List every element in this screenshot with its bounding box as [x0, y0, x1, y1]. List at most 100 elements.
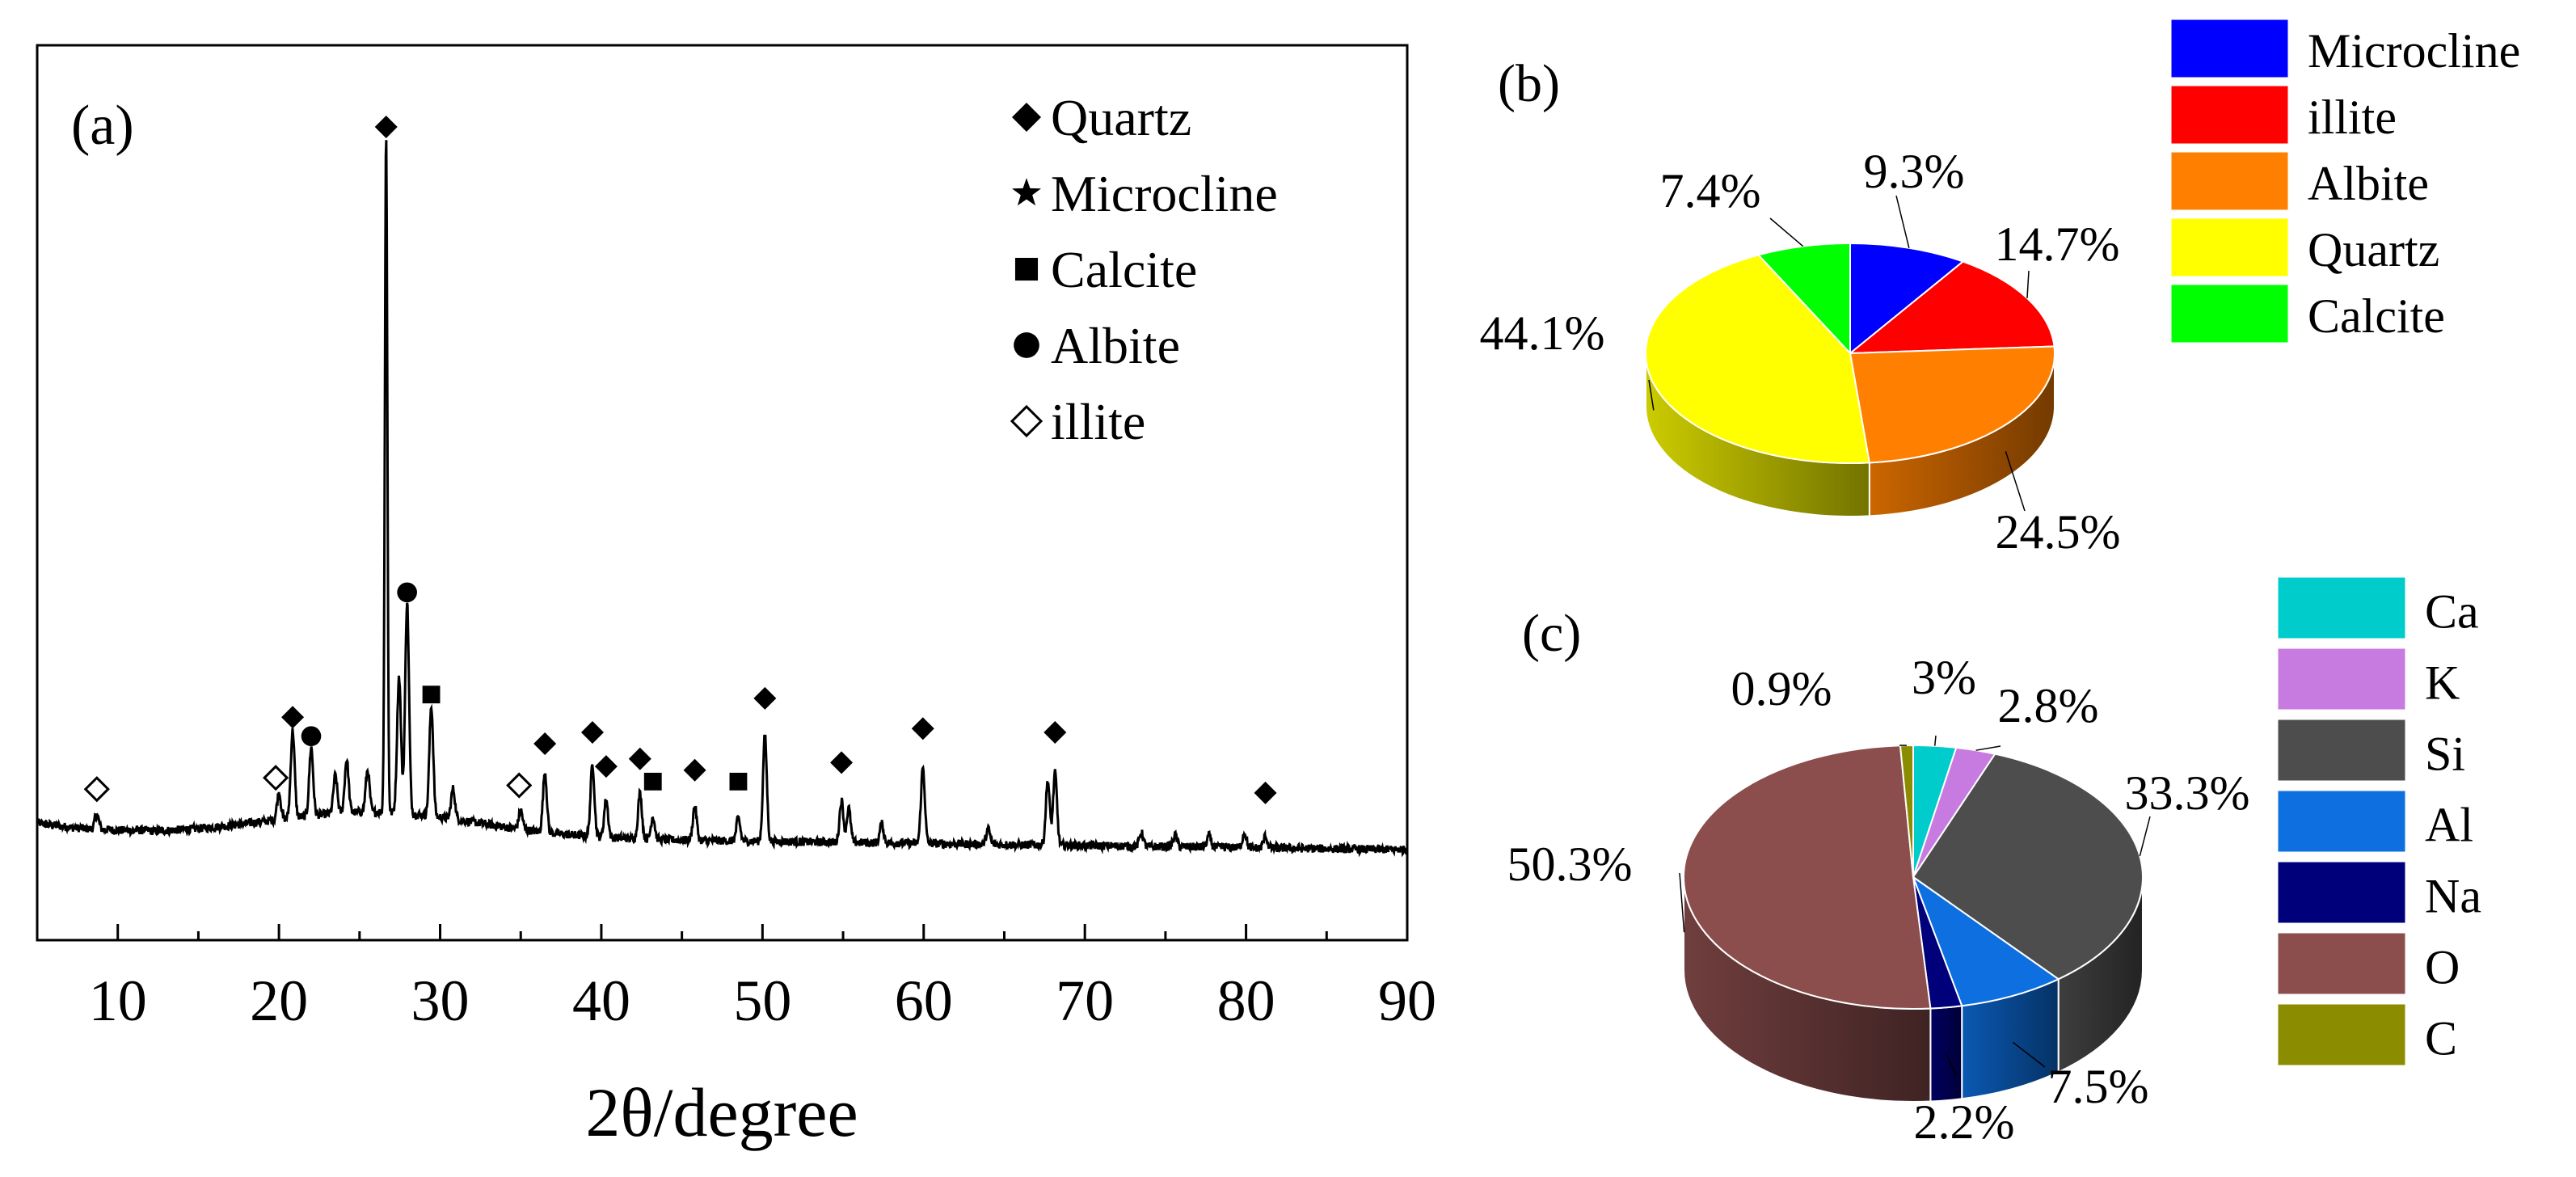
- leader-line: [2139, 816, 2151, 857]
- marker-quartz: [911, 717, 934, 740]
- legend-marker-microcline: [1012, 178, 1041, 206]
- marker-quartz: [533, 732, 557, 756]
- marker-quartz: [628, 747, 651, 770]
- legend-label: Quartz: [2308, 223, 2439, 276]
- pie-label-quartz: 44.1%: [1480, 306, 1605, 360]
- pie-label-illite: 14.7%: [1995, 217, 2120, 271]
- pie-slice-quartz: [1645, 254, 1870, 464]
- pie-label-ca: 3%: [1912, 651, 1976, 704]
- legend-label: Calcite: [2308, 289, 2445, 343]
- legend-swatch-al: [2277, 790, 2406, 853]
- x-axis-ticks: 10 20 30 40 50 60 70 80 90: [36, 924, 1436, 1033]
- legend-label: Ca: [2425, 584, 2479, 638]
- pie-slice-calcite: [1756, 242, 1851, 356]
- legend-marker-calcite: [1014, 257, 1039, 281]
- xrd-panel: (a) 10 20 30 40 50 60 70 80 90 2θ/degree Quartz M…: [36, 44, 1436, 1151]
- legend-a: Quartz Microcline Calcite Albite illite: [1010, 89, 1278, 450]
- marker-calcite: [643, 772, 662, 791]
- pie-labels: 9.3% 14.7% 24.5% 44.1% 7.4%: [1480, 145, 2121, 559]
- legend-swatch-illite: [2170, 85, 2289, 145]
- legend-swatch-na: [2277, 861, 2406, 924]
- x-tick-label: 40: [572, 968, 630, 1033]
- x-tick-label: 70: [1056, 968, 1114, 1033]
- x-tick-label: 20: [250, 968, 308, 1033]
- x-tick-label: 50: [733, 968, 791, 1033]
- x-axis-label: 2θ/degree: [585, 1074, 858, 1151]
- legend-swatch-c: [2277, 1003, 2406, 1066]
- pie-label-calcite: 7.4%: [1660, 164, 1761, 217]
- marker-albite: [301, 726, 322, 746]
- legend-label: O: [2425, 940, 2460, 993]
- legend-c: Ca K Si Al Na OC: [2277, 576, 2481, 1066]
- legend-swatch-si: [2277, 719, 2406, 782]
- leader-line: [2026, 270, 2030, 298]
- marker-quartz: [374, 115, 398, 138]
- x-tick-label: 90: [1378, 968, 1436, 1033]
- marker-calcite: [729, 772, 748, 791]
- pie-slice-o: [1683, 745, 1932, 1010]
- phase-markers: [83, 115, 1277, 804]
- mineral-pie-panel: (b) 9.3% 14.7% 24.5% 44.1% 7.4% Microcline il…: [1480, 19, 2520, 559]
- marker-quartz: [830, 751, 854, 774]
- marker-albite: [397, 582, 417, 603]
- marker-quartz: [683, 758, 706, 782]
- pie-side-na: [1929, 1005, 1963, 1103]
- legend-label: C: [2425, 1011, 2457, 1065]
- leader-line: [1679, 872, 1685, 933]
- marker-quartz: [753, 686, 777, 710]
- pie-label-al: 7.5%: [2048, 1060, 2149, 1113]
- legend-swatch-ca: [2277, 576, 2406, 639]
- marker-quartz: [281, 706, 305, 729]
- marker-quartz: [594, 755, 618, 778]
- legend-marker-illite: [1010, 404, 1043, 438]
- leader-line: [1648, 379, 1655, 411]
- leader-line: [2012, 1041, 2046, 1068]
- legend-swatch-quartz: [2170, 217, 2289, 277]
- pie-labels: 3% 2.8% 33.3% 7.5% 2.2% 50.3% 0.9%: [1507, 651, 2250, 1149]
- pie-label-o: 50.3%: [1507, 837, 1633, 891]
- marker-quartz: [1043, 720, 1067, 744]
- pie-label-albite: 24.5%: [1996, 505, 2121, 559]
- pie-tops: [1683, 744, 2144, 1010]
- pie-label-c: 0.9%: [1731, 662, 1832, 715]
- panel-label-a: (a): [71, 95, 134, 157]
- legend-swatch-k: [2277, 648, 2406, 711]
- legend-swatch-microcline: [2170, 19, 2289, 78]
- pie-tops: [1645, 242, 2055, 464]
- pie-slice-microcline: [1849, 242, 1965, 356]
- leader-line: [1946, 1053, 1957, 1076]
- legend-marker-quartz: [1012, 103, 1041, 132]
- legend-label: Calcite: [1051, 241, 1197, 298]
- leader-line: [1895, 195, 1910, 248]
- legend-label: Si: [2425, 727, 2465, 780]
- pie-slice-si: [1912, 753, 2144, 981]
- legend-marker-albite: [1014, 332, 1039, 358]
- leader-line: [1933, 735, 1937, 746]
- legend-label: Albite: [2308, 157, 2429, 210]
- marker-illite: [506, 772, 533, 799]
- legend-label: K: [2425, 656, 2460, 709]
- leader-line: [1769, 217, 1804, 247]
- pie-label-k: 2.8%: [1998, 679, 2099, 732]
- mineral-pie-chart: 9.3% 14.7% 24.5% 44.1% 7.4%: [1480, 145, 2121, 559]
- marker-illite: [263, 765, 289, 791]
- legend-swatch-albite: [2170, 151, 2289, 211]
- marker-quartz: [1254, 781, 1277, 804]
- marker-quartz: [580, 720, 604, 744]
- marker-calcite: [422, 686, 441, 704]
- leader-line: [2005, 451, 2026, 512]
- legend-label: illite: [2308, 91, 2397, 144]
- element-pie-panel: (c) 3% 2.8% 33.3% 7.5% 2.2% 50.3% 0.9% Ca K Si Al…: [1507, 576, 2481, 1149]
- leader-line: [1975, 745, 2001, 751]
- legend-swatch-calcite: [2170, 284, 2289, 344]
- plot-frame: [36, 44, 1409, 942]
- legend-label: Albite: [1051, 317, 1180, 374]
- marker-illite: [83, 776, 110, 803]
- pie-slice-albite: [1849, 345, 2055, 464]
- legend-b: Microcline illite Albite Quartz Calcite: [2170, 19, 2520, 344]
- pie-label-microcline: 9.3%: [1864, 145, 1965, 198]
- panel-label-b: (b): [1498, 54, 1560, 113]
- legend-swatch-o: [2277, 932, 2406, 995]
- x-tick-label: 80: [1217, 968, 1275, 1033]
